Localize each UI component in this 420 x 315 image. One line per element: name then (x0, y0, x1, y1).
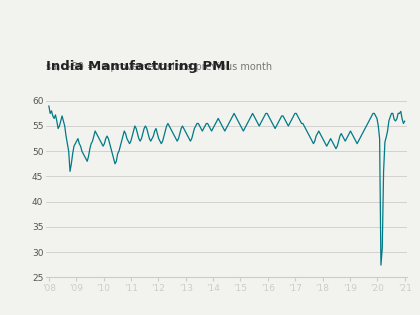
Text: sa, >50 = improvement since previous month: sa, >50 = improvement since previous mon… (46, 61, 272, 72)
Text: India Manufacturing PMI: India Manufacturing PMI (46, 60, 231, 73)
